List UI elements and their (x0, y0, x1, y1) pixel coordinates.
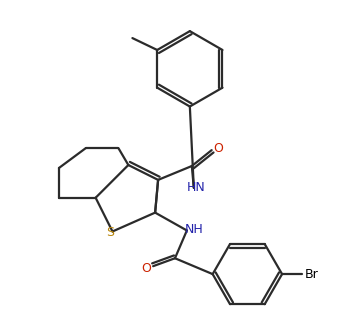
Text: O: O (214, 142, 224, 155)
Text: O: O (141, 262, 151, 275)
Text: S: S (106, 226, 115, 239)
Text: NH: NH (184, 223, 203, 236)
Text: HN: HN (186, 181, 205, 194)
Text: Br: Br (305, 268, 319, 281)
